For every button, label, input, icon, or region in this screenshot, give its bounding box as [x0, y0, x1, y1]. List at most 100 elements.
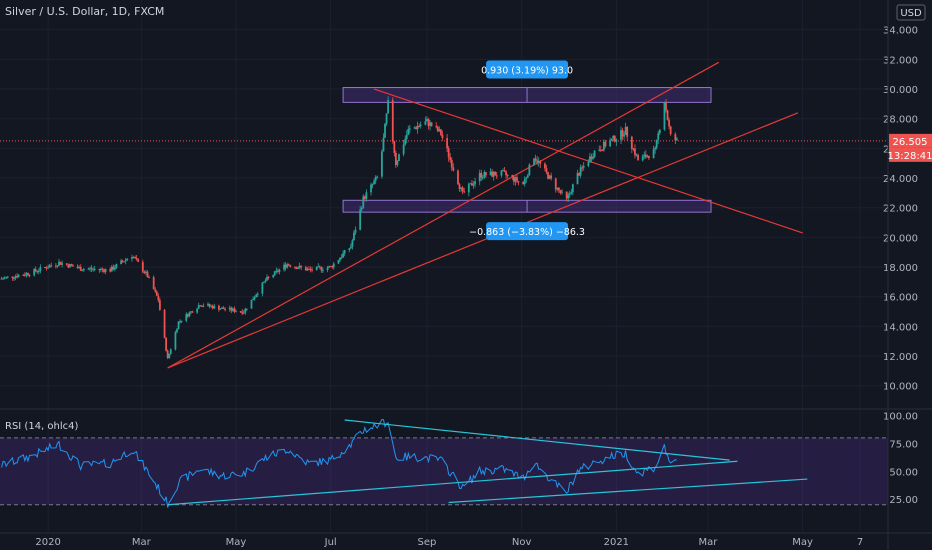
candle-body	[658, 129, 661, 134]
countdown-value: 13:28:41	[888, 151, 932, 162]
candle-body	[534, 158, 537, 161]
candle-body	[387, 100, 390, 114]
y-tick-label: 30.000	[883, 85, 918, 96]
candle-body	[322, 270, 324, 272]
candle-body	[50, 265, 53, 267]
candle-body	[331, 266, 334, 268]
candle-body	[186, 314, 189, 317]
candle-body	[177, 321, 180, 330]
x-tick-label: Sep	[417, 537, 436, 548]
rsi-label: RSI (14, ohlc4)	[5, 421, 79, 432]
candle-body	[165, 337, 168, 351]
measure-up-label: 0.930 (3.19%) 93.0	[481, 66, 573, 77]
candle-body	[582, 166, 585, 168]
candle-body	[565, 191, 568, 199]
candle-body	[554, 178, 557, 190]
candle-body	[675, 138, 678, 141]
candle-body	[148, 277, 150, 279]
candle-body	[592, 156, 594, 159]
measure-boxes[interactable]	[342, 87, 712, 213]
trendlines[interactable]	[167, 61, 808, 506]
candle-body	[326, 267, 329, 271]
candle-body	[391, 100, 394, 142]
candle-body	[113, 267, 116, 270]
candle-body	[48, 265, 51, 268]
currency-label: USD	[900, 8, 922, 19]
candle-body	[157, 295, 160, 301]
trendline	[167, 112, 799, 369]
candle-body	[3, 277, 6, 279]
y-tick-label: 22.000	[883, 204, 918, 215]
candle-body	[298, 265, 301, 268]
candle-body	[589, 156, 591, 163]
candle-body	[152, 277, 155, 290]
candle-body	[132, 257, 135, 259]
candle-body	[460, 187, 462, 189]
candle-body	[272, 275, 275, 278]
y-tick-label: 24.000	[883, 174, 918, 185]
currency-badge[interactable]	[896, 4, 926, 21]
candle-body	[450, 159, 453, 168]
candle-body	[525, 177, 528, 180]
candle-body	[287, 264, 290, 266]
candle-body	[436, 126, 439, 132]
candle-body	[615, 139, 618, 142]
candle-body	[197, 305, 200, 309]
candle-body	[511, 175, 514, 177]
candle-body	[424, 121, 427, 125]
candle-body	[359, 209, 362, 230]
candle-body	[188, 312, 191, 317]
candle-body	[332, 263, 335, 268]
rsi-tick-label: 25.00	[889, 495, 918, 506]
candle-body	[110, 266, 113, 272]
candle-body	[408, 128, 411, 130]
candle-body	[362, 196, 365, 208]
candle-body	[384, 123, 386, 138]
candle-body	[143, 271, 146, 273]
candle-body	[517, 181, 520, 183]
candle-body	[120, 260, 122, 265]
candle-body	[385, 113, 388, 124]
candle-body	[624, 126, 627, 135]
candle-body	[491, 171, 494, 177]
candle-body	[528, 164, 531, 176]
candle-body	[200, 305, 203, 307]
candle-body	[300, 265, 303, 268]
candle-body	[426, 119, 428, 122]
candle-body	[505, 171, 507, 176]
candle-body	[33, 269, 36, 276]
candle-body	[494, 171, 497, 176]
candle-body	[276, 270, 279, 272]
candle-body	[593, 150, 596, 157]
rsi-tick-label: 75.00	[889, 439, 918, 450]
candle-body	[315, 266, 318, 271]
candle-body	[2, 278, 5, 280]
candle-body	[37, 270, 40, 272]
candle-body	[370, 184, 372, 193]
candle-body	[568, 193, 571, 195]
candle-body	[342, 253, 344, 258]
candle-body	[283, 264, 285, 270]
candle-body	[329, 266, 332, 268]
candle-body	[654, 147, 657, 150]
candle-body	[637, 154, 639, 161]
candle-body	[179, 320, 181, 322]
candle-body	[309, 268, 312, 270]
candle-body	[6, 276, 9, 278]
candle-body	[337, 260, 340, 264]
candle-body	[416, 126, 419, 130]
candle-body	[626, 126, 629, 137]
candle-body	[13, 277, 15, 279]
candle-body	[252, 299, 254, 301]
candle-body	[101, 268, 104, 270]
candle-body	[492, 171, 495, 177]
candle-body	[609, 140, 612, 147]
candle-body	[45, 267, 48, 269]
candle-body	[311, 269, 313, 271]
candle-body	[22, 274, 25, 276]
candle-body	[467, 184, 470, 193]
candle-body	[92, 269, 95, 271]
candle-body	[25, 273, 28, 276]
